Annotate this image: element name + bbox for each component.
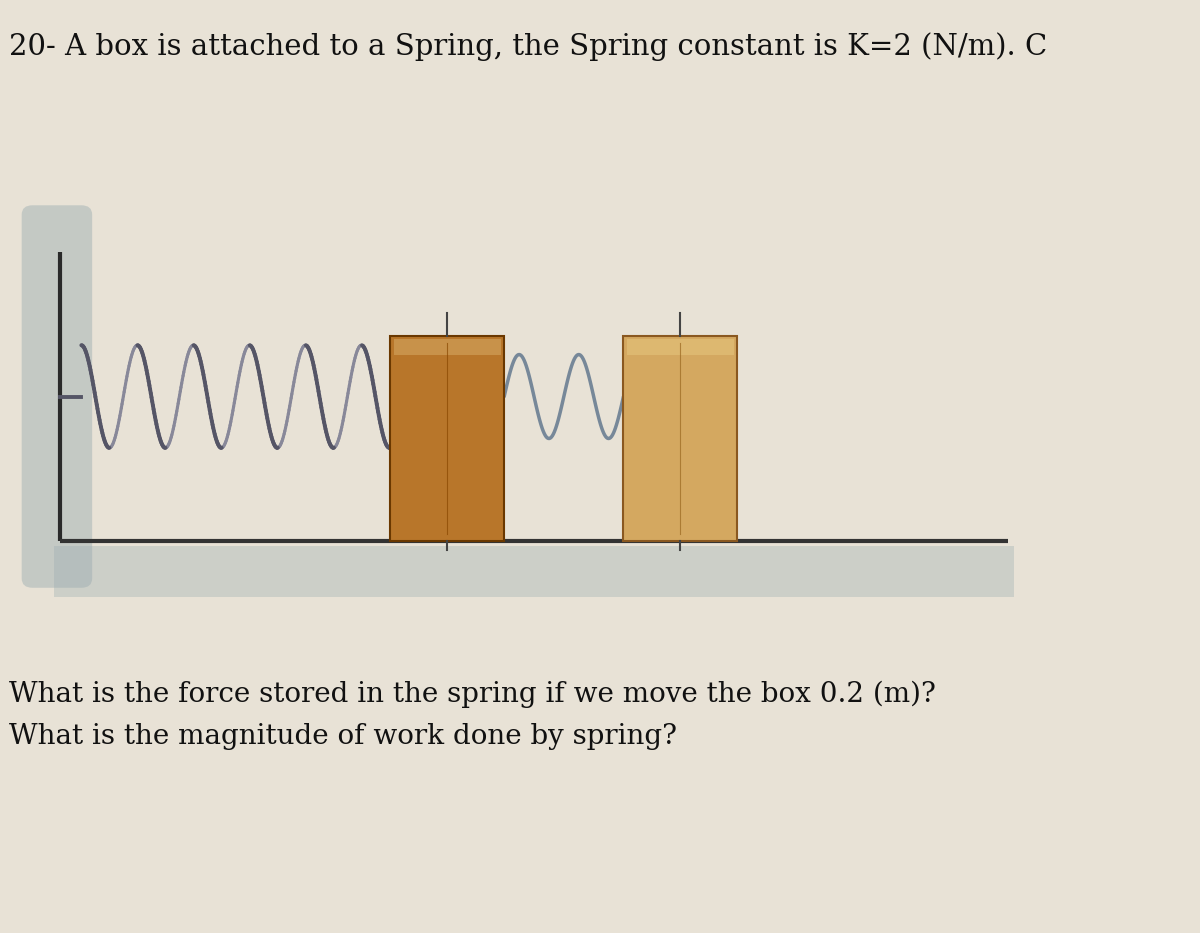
- Text: FRAGILE: FRAGILE: [654, 452, 707, 466]
- Bar: [624, 336, 737, 541]
- FancyBboxPatch shape: [54, 546, 1014, 597]
- FancyBboxPatch shape: [22, 205, 92, 588]
- Text: 20- A box is attached to a Spring, the Spring constant is K=2 (N/m). C: 20- A box is attached to a Spring, the S…: [8, 33, 1046, 62]
- Bar: [390, 336, 504, 541]
- Bar: [394, 339, 500, 355]
- Text: What is the force stored in the spring if we move the box 0.2 (m)?
What is the m: What is the force stored in the spring i…: [8, 681, 936, 750]
- Text: FRAGILE: FRAGILE: [420, 462, 474, 477]
- Bar: [626, 339, 734, 355]
